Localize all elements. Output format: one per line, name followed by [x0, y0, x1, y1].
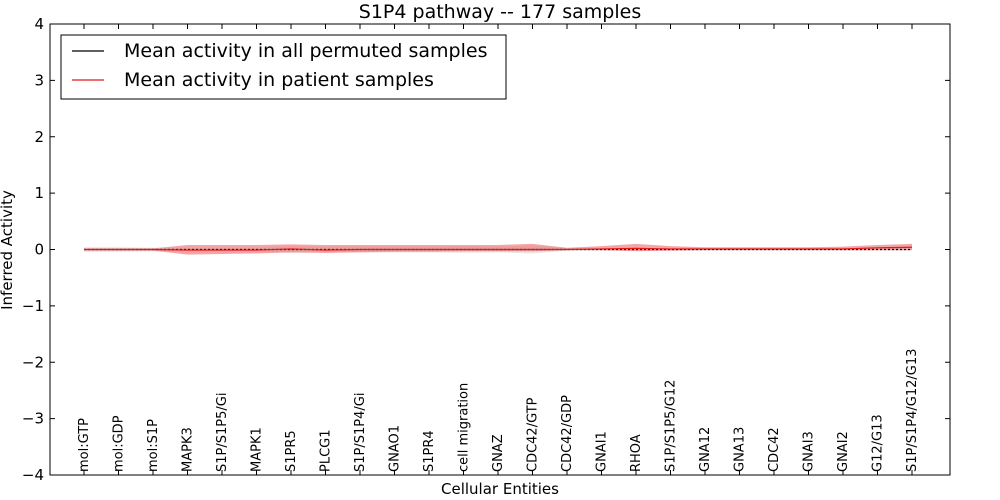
y-tick-label: −2 [22, 353, 44, 371]
patient-line [84, 246, 913, 251]
y-tick-label: 1 [34, 184, 44, 202]
series-lines [84, 246, 913, 251]
category-label: S1P/S1P4/G12/G13 [905, 349, 920, 472]
category-label: GNAI2 [836, 431, 851, 472]
category-label: GNAI1 [595, 431, 610, 472]
category-label: G12/G13 [871, 414, 886, 472]
category-label: CDC42/GDP [560, 395, 575, 472]
category-label: PLCG1 [319, 429, 334, 472]
y-tick-label: 3 [34, 71, 44, 89]
category-label: GNAI3 [802, 431, 817, 472]
y-tick-label: 4 [34, 15, 44, 33]
y-tick-labels: 4 3 2 1 0 −1 −2 −3 −4 [22, 15, 44, 484]
category-label: S1PR4 [422, 430, 437, 472]
axis-ticks [50, 23, 950, 476]
category-label: S1P/S1P5/Gi [215, 393, 230, 472]
category-label: mol:GDP [112, 415, 127, 472]
category-label: GNA13 [733, 427, 748, 472]
y-axis-label: Inferred Activity [0, 190, 16, 310]
y-tick-label: 0 [34, 241, 44, 259]
category-label: S1P/S1P5/G12 [664, 380, 679, 472]
legend: Mean activity in all permuted samples Me… [60, 34, 507, 100]
category-labels: mol:GTP mol:GDP mol:S1P MAPK3 S1P/S1P5/Gi MAP… [77, 349, 920, 472]
legend-label-permuted: Mean activity in all permuted samples [124, 40, 487, 62]
category-label: CDC42 [767, 427, 782, 472]
y-tick-label: −3 [22, 410, 44, 428]
category-label: S1P/S1P4/Gi [353, 393, 368, 472]
y-tick-label: −1 [22, 297, 44, 315]
category-label: MAPK3 [181, 427, 196, 472]
category-label: cell migration [457, 383, 472, 472]
category-label: GNAO1 [388, 425, 403, 472]
category-label: GNAZ [491, 434, 506, 472]
category-label: RHOA [629, 434, 644, 472]
x-axis-label: Cellular Entities [441, 480, 559, 498]
y-tick-label: 2 [34, 128, 44, 146]
legend-box [60, 34, 507, 100]
category-label: CDC42/GTP [526, 397, 541, 472]
category-label: mol:S1P [146, 419, 161, 472]
category-label: GNA12 [698, 427, 713, 472]
legend-label-patient: Mean activity in patient samples [124, 69, 434, 91]
category-label: MAPK1 [250, 427, 265, 472]
category-label: mol:GTP [77, 418, 92, 472]
category-label: S1PR5 [284, 430, 299, 472]
y-tick-label: −4 [22, 466, 44, 484]
chart-title: S1P4 pathway -- 177 samples [359, 1, 641, 23]
